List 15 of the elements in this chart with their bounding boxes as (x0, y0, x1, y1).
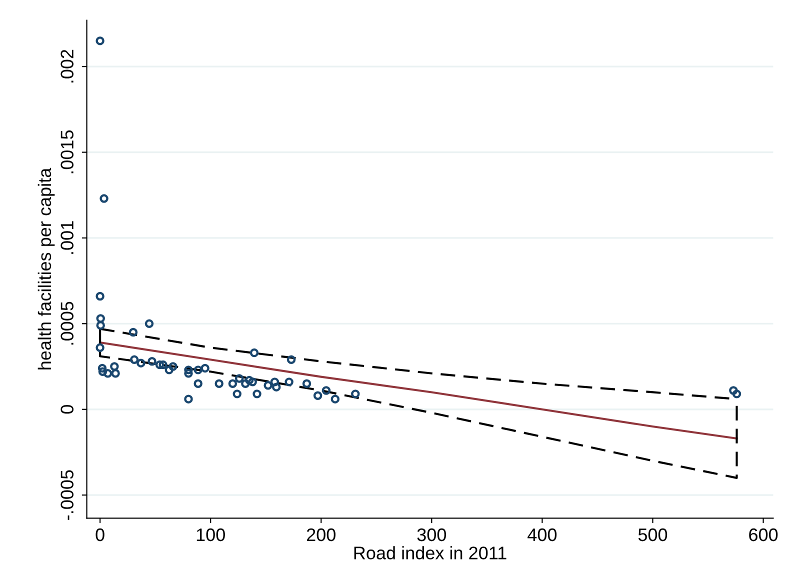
y-tick-label: .0005 (60, 302, 74, 345)
y-tick-label: 0 (60, 405, 74, 414)
x-tick-label: 500 (638, 528, 668, 542)
x-tick-label: 300 (417, 528, 446, 542)
y-tick-label: .002 (60, 50, 74, 82)
x-tick-label: 0 (96, 528, 104, 542)
x-tick-label: 100 (196, 528, 225, 542)
y-axis-title: health facilities per capita (38, 168, 55, 370)
x-tick-label: 600 (749, 528, 778, 542)
y-tick-label: -.0005 (60, 470, 74, 520)
y-tick-label: .0015 (60, 130, 74, 174)
x-axis-title: Road index in 2011 (354, 546, 506, 560)
x-tick-label: 200 (306, 528, 336, 542)
x-tick-label: 400 (528, 528, 557, 542)
y-tick-label: .001 (60, 221, 74, 254)
